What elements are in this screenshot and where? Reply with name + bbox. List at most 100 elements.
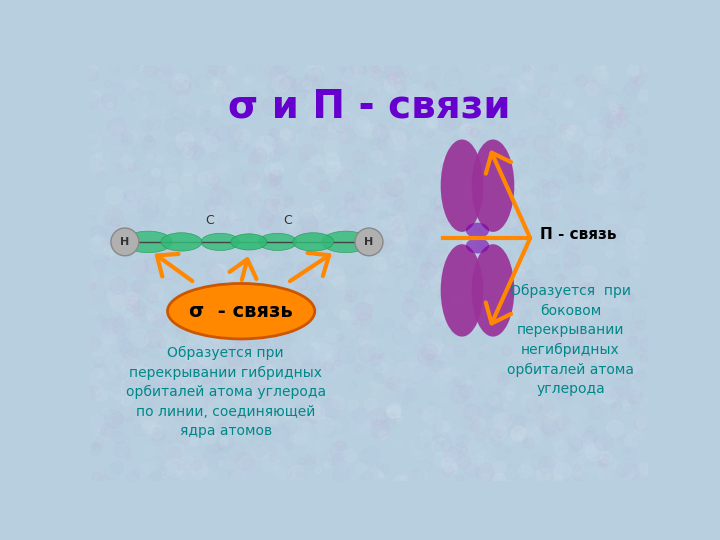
Ellipse shape <box>322 231 370 253</box>
Circle shape <box>218 215 229 227</box>
Circle shape <box>512 427 525 440</box>
Circle shape <box>429 275 439 285</box>
Circle shape <box>227 65 235 75</box>
Circle shape <box>255 253 264 262</box>
Text: C: C <box>206 214 215 227</box>
Circle shape <box>378 273 392 287</box>
Circle shape <box>105 255 110 261</box>
Circle shape <box>397 416 402 422</box>
Circle shape <box>268 444 287 462</box>
Circle shape <box>122 306 133 318</box>
Circle shape <box>575 465 581 471</box>
Ellipse shape <box>293 233 333 251</box>
Circle shape <box>504 186 521 202</box>
Circle shape <box>356 117 369 130</box>
Circle shape <box>598 120 603 126</box>
Circle shape <box>123 247 134 257</box>
Circle shape <box>259 367 277 384</box>
Circle shape <box>87 70 99 81</box>
Circle shape <box>305 454 315 464</box>
Circle shape <box>325 161 341 177</box>
Circle shape <box>174 404 189 420</box>
Circle shape <box>394 136 409 151</box>
Circle shape <box>267 197 284 213</box>
Circle shape <box>271 424 289 442</box>
Circle shape <box>323 263 330 270</box>
Circle shape <box>118 334 127 342</box>
Circle shape <box>478 449 486 457</box>
Circle shape <box>433 206 449 222</box>
Circle shape <box>89 443 102 455</box>
Circle shape <box>586 330 601 345</box>
Circle shape <box>307 442 322 456</box>
Circle shape <box>310 407 325 421</box>
Circle shape <box>245 78 250 83</box>
Circle shape <box>584 286 595 296</box>
Circle shape <box>558 373 563 377</box>
Circle shape <box>401 475 407 481</box>
Circle shape <box>132 301 147 316</box>
Circle shape <box>514 138 525 149</box>
Text: H: H <box>120 237 130 247</box>
Circle shape <box>335 360 341 366</box>
Circle shape <box>626 144 635 153</box>
Circle shape <box>526 233 531 238</box>
Circle shape <box>174 79 191 96</box>
Circle shape <box>153 314 166 327</box>
Circle shape <box>428 66 441 79</box>
Circle shape <box>87 282 96 291</box>
Circle shape <box>284 261 293 271</box>
Circle shape <box>463 237 476 250</box>
Circle shape <box>140 216 150 227</box>
Circle shape <box>222 279 228 285</box>
Circle shape <box>515 218 531 235</box>
Circle shape <box>503 347 511 355</box>
Circle shape <box>112 316 130 334</box>
Circle shape <box>373 381 380 388</box>
Circle shape <box>490 119 495 124</box>
Circle shape <box>397 116 409 127</box>
Circle shape <box>582 347 594 360</box>
Circle shape <box>95 264 103 272</box>
Circle shape <box>433 451 451 468</box>
Circle shape <box>402 300 418 316</box>
Circle shape <box>267 365 275 372</box>
Circle shape <box>291 434 300 443</box>
Circle shape <box>559 124 569 133</box>
Circle shape <box>503 435 514 446</box>
Circle shape <box>182 377 194 388</box>
Circle shape <box>633 429 643 439</box>
Circle shape <box>299 168 316 186</box>
Circle shape <box>434 200 441 207</box>
Circle shape <box>507 149 514 156</box>
Circle shape <box>547 469 562 483</box>
Circle shape <box>607 313 613 319</box>
Circle shape <box>622 401 628 407</box>
Circle shape <box>177 326 185 334</box>
Circle shape <box>597 454 610 467</box>
Circle shape <box>126 292 138 304</box>
Circle shape <box>321 262 327 268</box>
Circle shape <box>104 410 122 428</box>
Circle shape <box>345 198 361 213</box>
Circle shape <box>406 100 411 105</box>
Circle shape <box>172 73 189 90</box>
Circle shape <box>240 157 248 165</box>
Circle shape <box>92 472 102 482</box>
Circle shape <box>222 96 232 105</box>
Circle shape <box>297 473 307 483</box>
Circle shape <box>268 414 277 423</box>
Circle shape <box>220 427 228 434</box>
Circle shape <box>338 334 344 341</box>
Circle shape <box>137 464 150 477</box>
Circle shape <box>493 461 506 475</box>
Circle shape <box>466 379 472 385</box>
Circle shape <box>384 136 390 142</box>
Circle shape <box>235 129 251 144</box>
Circle shape <box>499 73 504 78</box>
Circle shape <box>359 313 372 326</box>
Circle shape <box>387 377 400 390</box>
Circle shape <box>336 207 348 219</box>
Circle shape <box>589 406 603 419</box>
Circle shape <box>114 319 124 328</box>
